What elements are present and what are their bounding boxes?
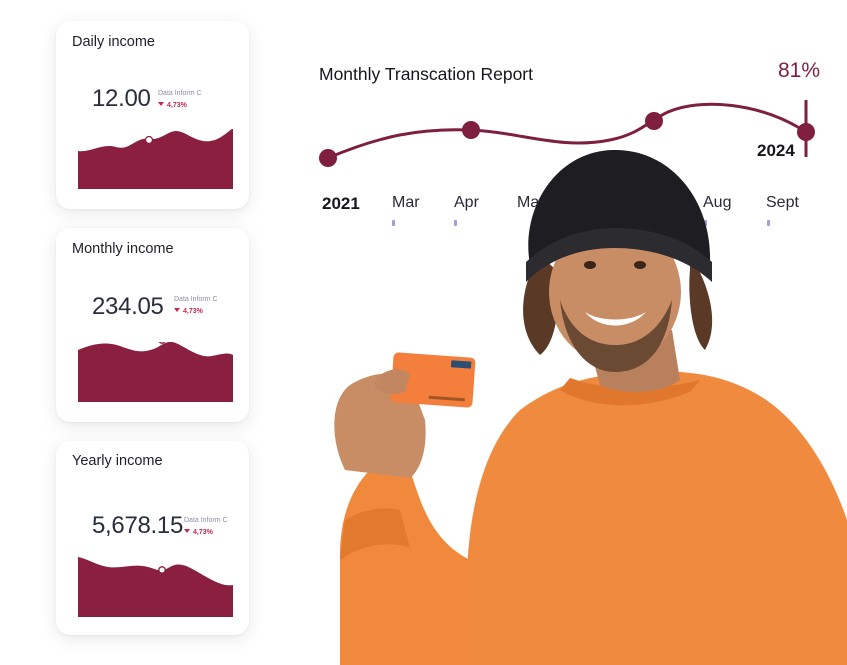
- triangle-down-icon: [158, 102, 164, 106]
- card-change: 4,73%: [158, 102, 187, 109]
- card-title: Yearly income: [72, 453, 163, 469]
- report-title: Monthly Transcation Report: [319, 64, 533, 84]
- yearly-income-card: Yearly income 5,678.15 Data Inform C 4,7…: [56, 441, 249, 635]
- triangle-down-icon: [184, 529, 190, 533]
- card-change-value: 4,73%: [183, 308, 203, 315]
- month-label: Aug: [703, 194, 732, 211]
- card-change: 4,73%: [174, 308, 203, 315]
- card-source: Data Inform C: [158, 90, 202, 97]
- month-tick: [392, 220, 395, 226]
- card-source: Data Inform C: [174, 296, 218, 303]
- card-title: Monthly income: [72, 241, 174, 257]
- triangle-down-icon: [174, 308, 180, 312]
- report-percentage: 81%: [778, 59, 821, 82]
- card-change-value: 4,73%: [167, 102, 187, 109]
- trend-point: [319, 149, 337, 167]
- card-title: Daily income: [72, 34, 155, 50]
- year-end-label: 2024: [757, 141, 795, 160]
- month-label: Mar: [392, 194, 420, 211]
- credit-card-icon: [390, 352, 476, 408]
- card-change: 4,73%: [184, 529, 213, 536]
- monthly-income-card: Monthly income 234.05 Data Inform C 4,73…: [56, 228, 249, 422]
- month-label: Sept: [766, 194, 799, 211]
- month-tick: [704, 220, 707, 226]
- year-start-label: 2021: [322, 194, 360, 213]
- income-wave-chart: [78, 557, 233, 617]
- daily-income-card: Daily income 12.00 Data Inform C 4,73%: [56, 21, 249, 209]
- card-change-value: 4,73%: [193, 529, 213, 536]
- month-label: Apr: [454, 194, 479, 211]
- card-source: Data Inform C: [184, 517, 228, 524]
- trend-point: [797, 123, 815, 141]
- card-value: 12.00: [92, 85, 151, 112]
- card-value: 5,678.15: [92, 512, 184, 539]
- transaction-trend-line: [319, 100, 815, 167]
- income-wave-chart: [78, 342, 233, 402]
- income-wave-chart: [78, 129, 233, 189]
- card-value: 234.05: [92, 293, 164, 320]
- person-holding-card-photo: [334, 149, 847, 665]
- month-tick: [767, 220, 770, 226]
- month-label: Ma: [517, 194, 540, 211]
- month-tick: [454, 220, 457, 226]
- trend-point: [645, 112, 663, 130]
- trend-point: [462, 121, 480, 139]
